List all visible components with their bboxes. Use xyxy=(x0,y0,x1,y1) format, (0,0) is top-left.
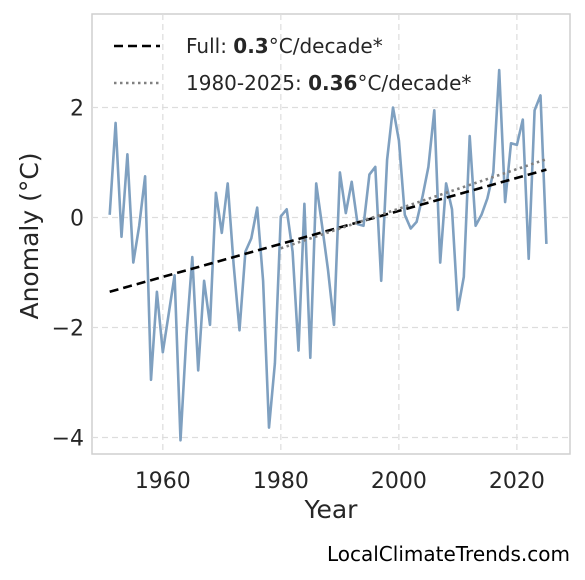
legend-entry: Full: 0.3°C/decade* xyxy=(186,34,383,58)
legend: Full: 0.3°C/decade* 1980-2025: 0.36°C/dec… xyxy=(114,34,471,95)
y-axis-label: Anomaly (°C) xyxy=(15,152,44,319)
footer-source: LocalClimateTrends.com xyxy=(327,542,570,566)
trend-line-full xyxy=(109,168,547,294)
y-tick-label: −2 xyxy=(52,317,84,342)
y-tick-label: 0 xyxy=(70,207,84,232)
x-tick-label: 1960 xyxy=(135,469,191,494)
anomaly-line xyxy=(108,68,548,442)
y-tick-label: −4 xyxy=(52,427,84,452)
y-tick-label: 2 xyxy=(70,97,84,122)
plot-background xyxy=(91,13,571,455)
x-tick-label: 1980 xyxy=(253,469,309,494)
ticks: 1960 1980 2000 2020 −4 −2 0 2 xyxy=(52,97,545,495)
legend-entry: 1980-2025: 0.36°C/decade* xyxy=(186,71,471,95)
series xyxy=(108,68,548,442)
x-tick-label: 2020 xyxy=(489,469,545,494)
x-tick-label: 2000 xyxy=(371,469,427,494)
x-axis-label: Year xyxy=(304,495,359,524)
trend-line-1980-2025 xyxy=(280,157,547,250)
